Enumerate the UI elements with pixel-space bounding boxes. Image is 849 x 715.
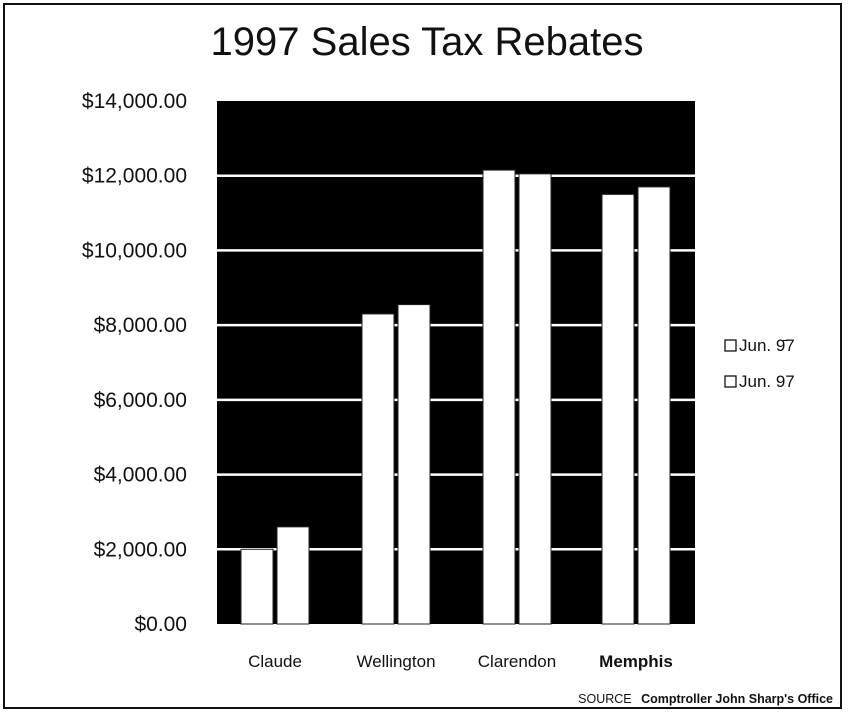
source-name: Comptroller John Sharp's Office [641, 692, 833, 706]
y-tick-label: $2,000.00 [94, 538, 187, 561]
x-axis-categories: Claude Wellington Clarendon Memphis [248, 652, 673, 671]
bars [240, 169, 671, 625]
legend-swatch-series-2 [724, 375, 737, 388]
source-prefix: SOURCE [578, 692, 631, 706]
legend-label-series-1: Jun. 9̄7 [739, 336, 795, 355]
x-category-label: Claude [248, 652, 302, 671]
y-axis-ticks: $0.00 $2,000.00 $4,000.00 $6,000.00 $8,000.0… [82, 90, 187, 636]
legend-swatch-series-1 [724, 339, 737, 352]
y-tick-label: $14,000.00 [82, 90, 187, 113]
y-tick-label: $12,000.00 [82, 165, 187, 188]
bar-clarendon-series-1 [482, 169, 516, 625]
chart-frame: 1997 Sales Tax Rebates $0.00 $2,000.00 $4,… [3, 3, 842, 709]
bar-wellington-series-1 [361, 313, 395, 625]
y-tick-label: $6,000.00 [94, 389, 187, 412]
bar-clarendon-series-2 [518, 173, 552, 625]
x-category-label: Memphis [599, 652, 673, 671]
x-category-label: Wellington [356, 652, 435, 671]
bar-claude-series-1 [240, 548, 274, 625]
y-tick-label: $10,000.00 [82, 239, 187, 262]
y-tick-label: $0.00 [134, 613, 187, 636]
bar-wellington-series-2 [397, 304, 431, 625]
source-note: SOURCE Comptroller John Sharp's Office [578, 692, 833, 706]
y-tick-label: $4,000.00 [94, 464, 187, 487]
bar-memphis-series-1 [601, 193, 635, 625]
legend-label-series-2: Jun. 97 [739, 372, 795, 391]
chart-canvas: 1997 Sales Tax Rebates $0.00 $2,000.00 $4,… [82, 20, 833, 706]
chart-title: 1997 Sales Tax Rebates [211, 20, 644, 64]
y-tick-label: $8,000.00 [94, 314, 187, 337]
bar-claude-series-2 [276, 526, 310, 625]
bar-memphis-series-2 [637, 186, 671, 625]
legend: Jun. 9̄7 Jun. 97 [724, 336, 795, 391]
x-category-label: Clarendon [478, 652, 556, 671]
